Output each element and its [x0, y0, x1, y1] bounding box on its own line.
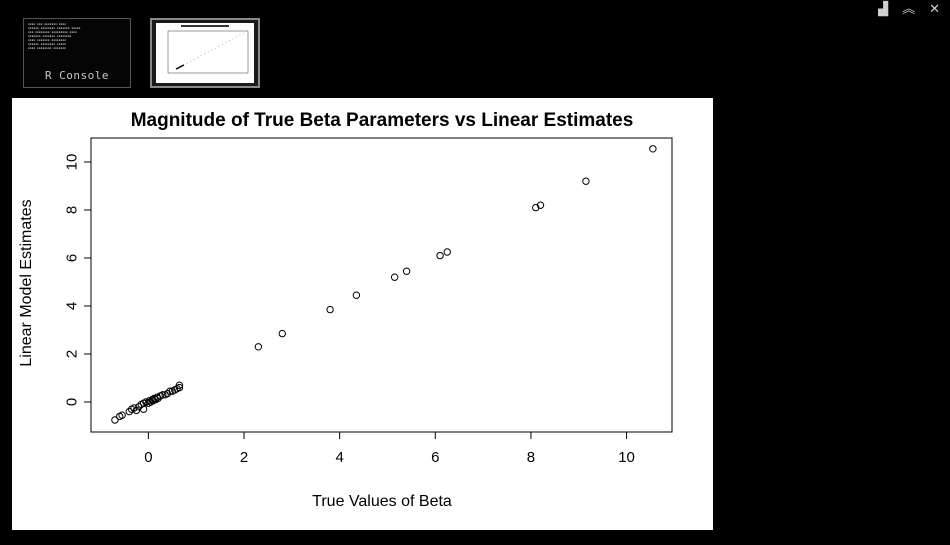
scatter-chart: Magnitude of True Beta Parameters vs Lin…: [18, 110, 673, 510]
data-point: [111, 416, 119, 424]
x-tick-label: 6: [431, 449, 439, 466]
close-icon[interactable]: ✕: [929, 1, 940, 16]
plot-thumbnail-mini-chart: [167, 25, 249, 74]
data-point: [125, 407, 133, 416]
y-tick-label: 0: [63, 398, 80, 406]
x-axis: 0 2 4 6 8 10: [144, 432, 635, 466]
data-point: [390, 273, 399, 281]
data-point: [175, 381, 184, 389]
data-point: [118, 411, 126, 419]
data-point: [443, 248, 451, 256]
x-tick-label: 0: [144, 449, 152, 466]
y-tick-label: 2: [63, 350, 80, 358]
chart-title: Magnitude of True Beta Parameters vs Lin…: [131, 110, 634, 131]
data-point: [159, 391, 167, 399]
x-tick-label: 2: [240, 449, 248, 466]
data-point: [154, 394, 162, 403]
data-point: [130, 404, 138, 412]
y-tick-label: 8: [63, 206, 80, 214]
y-axis-label: Linear Model Estimates: [18, 199, 35, 366]
data-point: [254, 343, 263, 351]
x-tick-label: 8: [527, 449, 535, 466]
console-preview-text: ▪▪▪▪ ▪▪▪ ▪▪▪▪▪▪▪ ▪▪▪▪ ▪▪▪▪▪▪ ▪▪▪▪▪▪▪▪ ▪▪▪…: [28, 22, 81, 50]
plot-thumbnail-preview: [156, 23, 254, 83]
data-point: [166, 387, 174, 395]
collapse-icon[interactable]: ︽: [902, 1, 916, 16]
window-controls: ▟ ︽ ✕: [878, 2, 940, 16]
data-point: [326, 305, 334, 314]
data-point: [436, 251, 444, 260]
r-console-label: R Console: [44, 69, 110, 82]
data-point: [278, 329, 286, 338]
data-point: [175, 383, 184, 392]
x-tick-label: 4: [335, 449, 343, 466]
data-point: [536, 201, 545, 209]
data-point: [352, 291, 361, 299]
data-point: [582, 177, 590, 185]
x-tick-label: 10: [618, 449, 635, 466]
y-tick-label: 4: [63, 302, 80, 310]
y-tick-label: 6: [63, 254, 80, 262]
y-axis: 0 2 4 6 8 10: [63, 154, 91, 406]
x-axis-label: True Values of Beta: [312, 493, 452, 510]
restore-icon[interactable]: ▟: [878, 1, 889, 16]
plot-thumbnail[interactable]: [150, 18, 260, 88]
data-points: [111, 145, 657, 424]
data-point: [649, 145, 657, 153]
data-point: [402, 267, 411, 275]
r-console-thumbnail[interactable]: ▪▪▪▪ ▪▪▪ ▪▪▪▪▪▪▪ ▪▪▪▪ ▪▪▪▪▪▪ ▪▪▪▪▪▪▪▪ ▪▪▪…: [23, 18, 131, 88]
plot-window: Magnitude of True Beta Parameters vs Lin…: [12, 98, 713, 530]
y-tick-label: 10: [63, 154, 80, 171]
plot-area-border: [90, 137, 673, 433]
